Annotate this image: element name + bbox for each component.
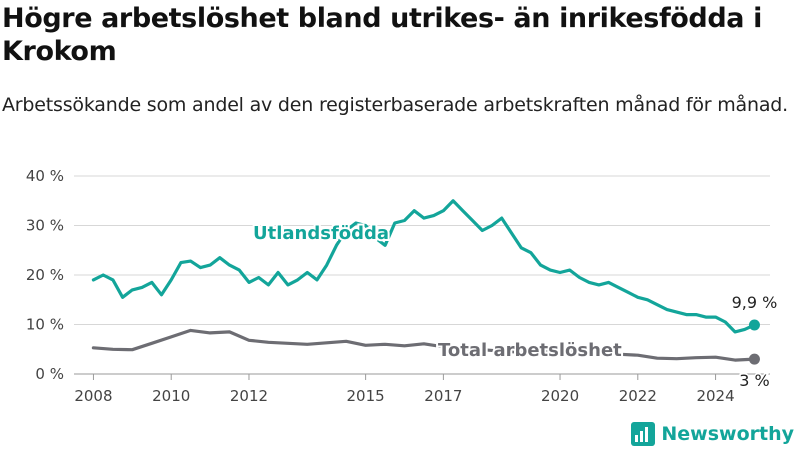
x-tick-label: 2022 xyxy=(619,387,657,405)
series-end-marker xyxy=(748,319,760,331)
newsworthy-brand[interactable]: Newsworthy xyxy=(631,422,794,446)
series-line-total xyxy=(91,328,756,362)
y-tick-label: 30 % xyxy=(26,217,64,235)
x-tick-label: 2020 xyxy=(541,387,579,405)
chart-title: Högre arbetslöshet bland utrikes- än inr… xyxy=(2,3,762,67)
y-tick-label: 40 % xyxy=(26,167,64,185)
chart-subtitle: Arbetssökande som andel av den registerb… xyxy=(2,94,788,116)
gridlines xyxy=(74,175,770,375)
y-axis-ticks: 0 % 10 % 20 % 30 % 40 % xyxy=(26,167,64,383)
x-tick-label: 2017 xyxy=(424,387,462,405)
newsworthy-brand-name: Newsworthy xyxy=(661,423,794,445)
series-end-value-label: 9,9 % xyxy=(732,293,778,312)
x-axis-ticks: 2008 2010 2012 2015 2017 2020 2022 2024 xyxy=(74,374,735,405)
newsworthy-logo-icon xyxy=(631,422,656,446)
y-tick-label: 20 % xyxy=(26,266,64,284)
series-name-label: Total arbetslöshet xyxy=(438,340,622,361)
x-tick-label: 2010 xyxy=(152,387,190,405)
y-tick-label: 0 % xyxy=(35,365,64,383)
series-labels: Utlandsfödda 9,9 % Total arbetslöshet 3 % xyxy=(251,221,779,392)
y-tick-label: 10 % xyxy=(26,316,64,334)
series-lines xyxy=(91,199,760,365)
x-tick-label: 2024 xyxy=(696,387,734,405)
x-tick-label: 2008 xyxy=(74,387,112,405)
series-end-marker xyxy=(748,353,760,365)
x-tick-label: 2012 xyxy=(230,387,268,405)
series-name-label: Utlandsfödda xyxy=(253,223,389,244)
x-tick-label: 2015 xyxy=(347,387,385,405)
series-end-value-label: 3 % xyxy=(739,371,769,390)
series-line-utlandsfodda xyxy=(91,199,756,334)
